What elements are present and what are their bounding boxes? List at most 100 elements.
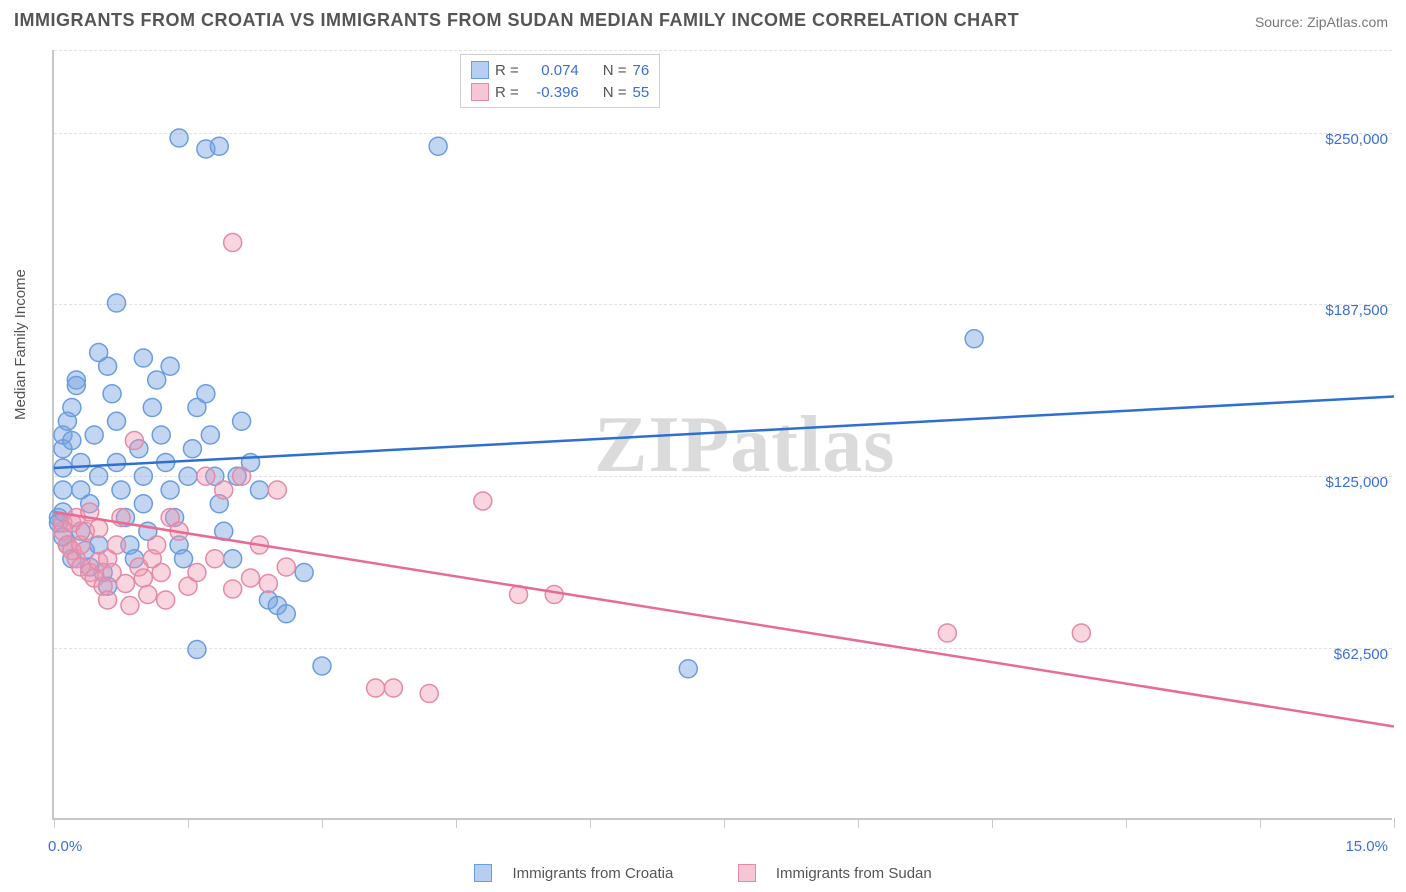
data-point bbox=[250, 481, 268, 499]
data-point bbox=[175, 550, 193, 568]
scatter-svg bbox=[54, 50, 1392, 818]
data-point bbox=[134, 349, 152, 367]
data-point bbox=[148, 371, 166, 389]
x-tick bbox=[322, 818, 323, 828]
data-point bbox=[143, 399, 161, 417]
data-point bbox=[90, 520, 108, 538]
legend-row-croatia: R = 0.074 N = 76 bbox=[471, 59, 649, 81]
data-point bbox=[85, 426, 103, 444]
data-point bbox=[233, 467, 251, 485]
data-point bbox=[152, 564, 170, 582]
data-point bbox=[116, 575, 134, 593]
data-point bbox=[179, 467, 197, 485]
x-tick bbox=[724, 818, 725, 828]
data-point bbox=[429, 137, 447, 155]
y-tick-label: $62,500 bbox=[1334, 646, 1388, 663]
data-point bbox=[242, 569, 260, 587]
data-point bbox=[183, 440, 201, 458]
data-point bbox=[206, 550, 224, 568]
x-tick-label: 0.0% bbox=[48, 838, 82, 855]
data-point bbox=[474, 492, 492, 510]
n-label: N = bbox=[603, 62, 627, 79]
x-tick bbox=[188, 818, 189, 828]
legend-series: Immigrants from Croatia Immigrants from … bbox=[0, 864, 1406, 882]
data-point bbox=[277, 605, 295, 623]
data-point bbox=[125, 432, 143, 450]
data-point bbox=[367, 679, 385, 697]
trend-line bbox=[54, 512, 1394, 727]
data-point bbox=[90, 344, 108, 362]
data-point bbox=[210, 137, 228, 155]
data-point bbox=[313, 657, 331, 675]
data-point bbox=[188, 641, 206, 659]
data-point bbox=[67, 377, 85, 395]
x-tick bbox=[858, 818, 859, 828]
data-point bbox=[224, 234, 242, 252]
data-point bbox=[63, 399, 81, 417]
x-tick bbox=[456, 818, 457, 828]
data-point bbox=[295, 564, 313, 582]
legend-label-croatia: Immigrants from Croatia bbox=[512, 865, 673, 882]
y-axis-label: Median Family Income bbox=[12, 269, 29, 420]
data-point bbox=[188, 564, 206, 582]
x-tick bbox=[54, 818, 55, 828]
data-point bbox=[545, 586, 563, 604]
data-point bbox=[170, 129, 188, 147]
data-point bbox=[112, 481, 130, 499]
data-point bbox=[679, 660, 697, 678]
data-point bbox=[134, 467, 152, 485]
swatch-croatia-bottom bbox=[474, 864, 492, 882]
n-label: N = bbox=[603, 84, 627, 101]
data-point bbox=[108, 294, 126, 312]
data-point bbox=[152, 426, 170, 444]
data-point bbox=[139, 586, 157, 604]
data-point bbox=[108, 536, 126, 554]
x-tick-label: 15.0% bbox=[1345, 838, 1388, 855]
trend-line bbox=[54, 397, 1394, 469]
data-point bbox=[1072, 624, 1090, 642]
data-point bbox=[108, 412, 126, 430]
data-point bbox=[108, 454, 126, 472]
data-point bbox=[90, 467, 108, 485]
x-tick bbox=[1394, 818, 1395, 828]
data-point bbox=[384, 679, 402, 697]
swatch-sudan bbox=[471, 83, 489, 101]
data-point bbox=[197, 385, 215, 403]
data-point bbox=[103, 385, 121, 403]
data-point bbox=[72, 454, 90, 472]
r-value-sudan: -0.396 bbox=[525, 84, 579, 101]
data-point bbox=[277, 558, 295, 576]
data-point bbox=[268, 481, 286, 499]
chart-title: IMMIGRANTS FROM CROATIA VS IMMIGRANTS FR… bbox=[14, 10, 1019, 31]
legend-row-sudan: R = -0.396 N = 55 bbox=[471, 81, 649, 103]
data-point bbox=[197, 467, 215, 485]
data-point bbox=[99, 591, 117, 609]
legend-label-sudan: Immigrants from Sudan bbox=[776, 865, 932, 882]
data-point bbox=[224, 580, 242, 598]
x-tick bbox=[590, 818, 591, 828]
r-value-croatia: 0.074 bbox=[525, 62, 579, 79]
data-point bbox=[161, 481, 179, 499]
y-tick-label: $250,000 bbox=[1325, 131, 1388, 148]
data-point bbox=[233, 412, 251, 430]
swatch-croatia bbox=[471, 61, 489, 79]
data-point bbox=[148, 536, 166, 554]
swatch-sudan-bottom bbox=[738, 864, 756, 882]
data-point bbox=[157, 591, 175, 609]
data-point bbox=[215, 481, 233, 499]
data-point bbox=[938, 624, 956, 642]
n-value-croatia: 76 bbox=[633, 62, 650, 79]
x-tick bbox=[992, 818, 993, 828]
y-tick-label: $125,000 bbox=[1325, 474, 1388, 491]
x-tick bbox=[1126, 818, 1127, 828]
data-point bbox=[121, 597, 139, 615]
data-point bbox=[134, 569, 152, 587]
n-value-sudan: 55 bbox=[633, 84, 650, 101]
data-point bbox=[965, 330, 983, 348]
data-point bbox=[224, 550, 242, 568]
source-attribution: Source: ZipAtlas.com bbox=[1255, 14, 1388, 30]
plot-area: ZIPatlas bbox=[52, 50, 1392, 820]
data-point bbox=[134, 495, 152, 513]
r-label: R = bbox=[495, 62, 519, 79]
data-point bbox=[201, 426, 219, 444]
